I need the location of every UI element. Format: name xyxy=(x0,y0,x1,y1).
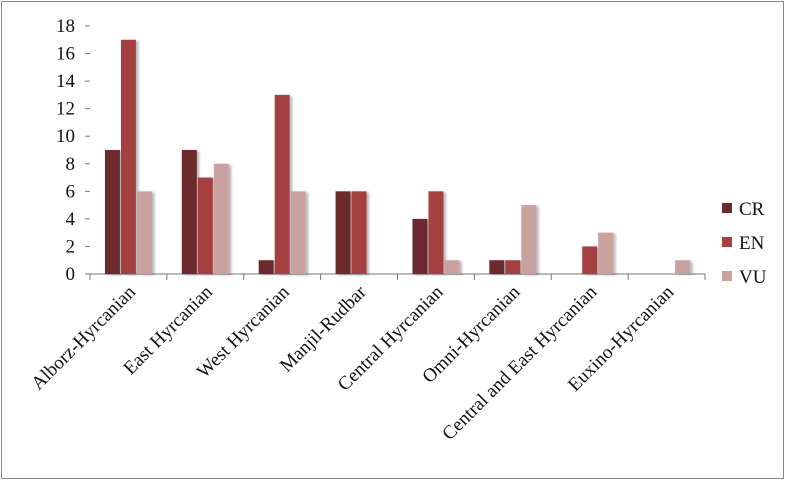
bar-vu xyxy=(598,232,614,274)
y-tick-label: 2 xyxy=(66,236,76,257)
bar-en xyxy=(582,246,598,274)
legend-label-en: EN xyxy=(739,233,765,254)
bar-cr xyxy=(335,191,351,274)
x-tick-label: Alborz-Hyrcanian xyxy=(27,281,140,394)
bar-vu xyxy=(136,191,152,274)
y-tick-label: 6 xyxy=(66,181,76,202)
y-tick-label: 8 xyxy=(66,154,76,175)
bar-cr xyxy=(412,218,428,274)
y-tick-label: 12 xyxy=(56,99,75,120)
legend-swatch-en xyxy=(722,237,732,247)
y-tick-label: 14 xyxy=(56,71,76,92)
bar-en xyxy=(274,94,290,274)
y-axis: 0 2 4 6 8 10 12 14 16 18 xyxy=(56,16,90,285)
bar-cr xyxy=(181,150,197,274)
y-tick-label: 0 xyxy=(66,264,76,285)
bar-en xyxy=(120,39,136,275)
legend-swatch-vu xyxy=(722,271,732,281)
bar-cr xyxy=(104,150,120,274)
bar-en xyxy=(351,191,367,274)
legend-swatch-cr xyxy=(722,203,732,213)
bar-vu xyxy=(444,260,460,274)
bar-vu xyxy=(521,205,537,274)
legend-label-cr: CR xyxy=(739,199,765,220)
y-tick-label: 18 xyxy=(56,16,75,37)
y-tick-label: 10 xyxy=(56,126,75,147)
bar-en xyxy=(505,260,521,274)
bar-en xyxy=(428,191,444,274)
y-tick-label: 16 xyxy=(56,44,75,65)
legend-label-vu: VU xyxy=(739,267,767,288)
bar-vu xyxy=(675,260,691,274)
bar-vu xyxy=(213,163,229,274)
bar-vu xyxy=(290,191,306,274)
bar-cr xyxy=(258,260,274,274)
legend: CR EN VU xyxy=(722,199,767,288)
bar-en xyxy=(197,177,213,274)
bar-cr xyxy=(489,260,505,274)
x-tick-label: Central and East Hyrcanian xyxy=(438,281,601,444)
y-tick-label: 4 xyxy=(66,209,76,230)
bars xyxy=(104,39,691,275)
